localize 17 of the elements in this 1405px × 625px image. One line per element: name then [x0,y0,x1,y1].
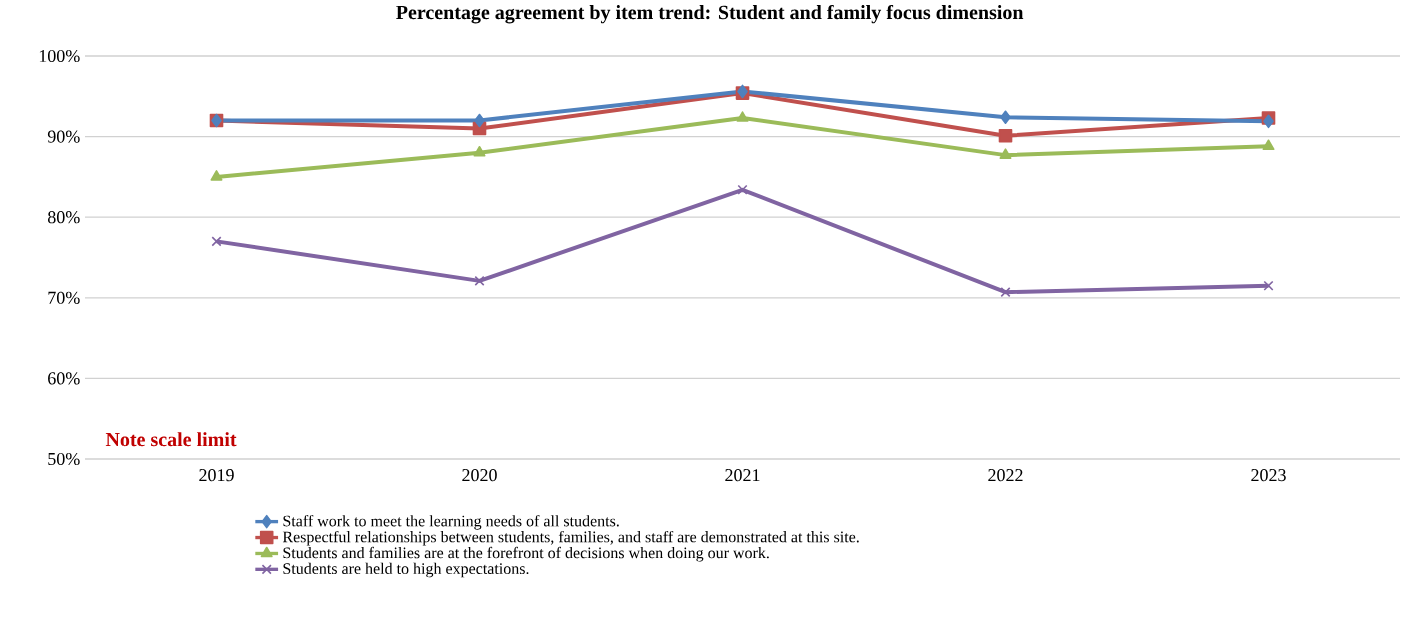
y-tick-label: 60% [48,372,80,385]
y-tick-label: 90% [47,130,80,143]
x-tick-label: 2019 [199,469,234,482]
legend-label: Students and families are at the forefront of decisions when doing our work. [283,546,769,562]
y-tick-label: 100% [39,49,80,63]
y-tick-label: 70% [48,291,80,304]
y-tick-label: 50% [48,452,80,466]
legend-label: Staff work to meet the learning needs of all students. [283,514,619,530]
x-tick-label: 2022 [988,469,1023,482]
legend-label: Students are held to high expectations. [283,562,529,578]
x-tick-label: 2021 [725,469,760,482]
x-tick-label: 2023 [1251,469,1286,482]
legend-label: Respectful relationships between students, families, and staff are demonstrated at this site. [282,530,859,546]
y-tick-label: 80% [47,211,80,224]
chart-title: Percentage agreement by item trend: Student and family focus dimension [396,4,1024,24]
annotation: Note scale limit [105,432,237,447]
x-tick-label: 2020 [462,469,497,482]
